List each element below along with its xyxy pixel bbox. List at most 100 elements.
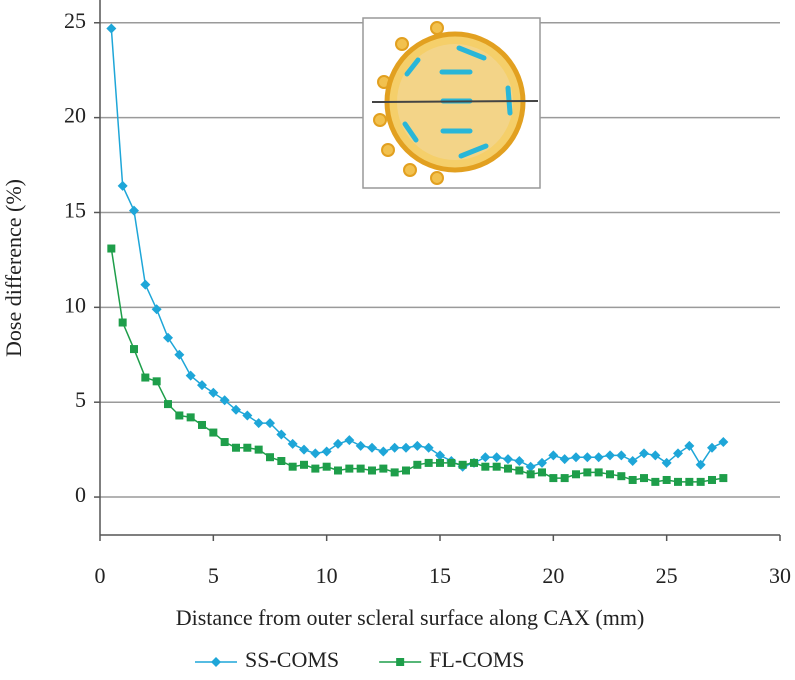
point <box>401 442 411 453</box>
point <box>287 438 298 449</box>
point <box>617 472 626 481</box>
y-tick-label: 25 <box>64 8 86 33</box>
point <box>322 462 331 471</box>
inset-image <box>362 17 541 189</box>
legend-marker <box>211 657 221 667</box>
point <box>378 446 389 457</box>
point <box>674 477 682 486</box>
x-tick-label: 0 <box>95 563 106 588</box>
point <box>175 411 184 420</box>
point <box>311 464 320 473</box>
point <box>243 443 252 452</box>
point <box>662 475 671 484</box>
point <box>208 387 219 398</box>
x-tick-label: 10 <box>316 563 338 588</box>
point <box>219 395 230 406</box>
point <box>355 440 366 451</box>
point <box>334 466 342 475</box>
point <box>118 318 127 327</box>
point <box>491 452 502 463</box>
y-tick-label: 5 <box>75 387 86 412</box>
point <box>560 474 569 483</box>
point <box>333 438 343 449</box>
point <box>389 442 400 453</box>
point <box>549 474 558 483</box>
x-tick-label: 20 <box>542 563 564 588</box>
y-tick-label: 15 <box>64 198 86 223</box>
point <box>140 279 151 290</box>
x-tick-label: 5 <box>208 563 219 588</box>
point <box>198 420 206 429</box>
legend-marker <box>396 658 405 666</box>
point <box>458 460 467 469</box>
point <box>402 466 410 475</box>
point <box>277 457 286 466</box>
point <box>344 435 355 446</box>
legend-label: FL-COMS <box>429 647 524 672</box>
y-tick-label: 20 <box>64 103 86 128</box>
point <box>673 448 683 459</box>
point <box>106 23 117 34</box>
point <box>300 460 308 469</box>
point <box>265 418 275 429</box>
y-tick-label: 0 <box>75 482 86 507</box>
point <box>538 468 546 477</box>
legend-label: SS-COMS <box>245 647 339 672</box>
point <box>185 370 196 381</box>
point <box>504 464 512 473</box>
point <box>130 345 138 354</box>
point <box>231 404 241 415</box>
point <box>582 452 593 463</box>
point <box>719 474 728 483</box>
point <box>606 470 614 479</box>
point <box>572 470 580 479</box>
point <box>696 477 705 486</box>
point <box>152 377 161 386</box>
point <box>276 429 287 440</box>
point <box>164 400 172 409</box>
point <box>593 452 604 463</box>
point <box>163 332 173 343</box>
point <box>254 445 263 454</box>
point <box>503 454 513 465</box>
point <box>321 446 332 457</box>
point <box>480 452 491 463</box>
point <box>525 461 536 472</box>
point <box>412 440 423 451</box>
x-tick-label: 15 <box>429 563 451 588</box>
point <box>616 450 627 461</box>
point <box>481 462 490 471</box>
point <box>356 464 365 473</box>
point <box>650 450 661 461</box>
point <box>436 458 444 467</box>
point <box>151 304 162 315</box>
point <box>117 180 128 191</box>
point <box>367 442 377 453</box>
x-axis-label: Distance from outer scleral surface alon… <box>176 605 645 630</box>
point <box>628 475 637 484</box>
point <box>684 440 695 451</box>
point <box>718 437 729 448</box>
point <box>310 448 321 459</box>
point <box>447 458 456 467</box>
point <box>571 452 581 463</box>
x-tick-label: 25 <box>656 563 678 588</box>
point <box>707 442 717 453</box>
point <box>526 470 535 479</box>
point <box>379 464 388 473</box>
point <box>661 457 672 468</box>
point <box>186 413 195 422</box>
point <box>627 456 638 467</box>
point <box>537 457 547 468</box>
point <box>695 459 706 470</box>
point <box>605 450 615 461</box>
point <box>639 448 649 459</box>
point <box>514 456 525 467</box>
point <box>266 453 274 462</box>
point <box>651 477 660 486</box>
x-tick-label: 30 <box>769 563 791 588</box>
point <box>253 418 264 429</box>
point <box>708 475 716 484</box>
point <box>424 458 433 467</box>
